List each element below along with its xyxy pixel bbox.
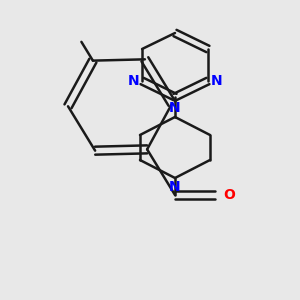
- Text: O: O: [223, 188, 235, 202]
- Text: N: N: [169, 180, 181, 194]
- Text: N: N: [128, 74, 139, 88]
- Text: N: N: [169, 101, 181, 115]
- Text: N: N: [211, 74, 223, 88]
